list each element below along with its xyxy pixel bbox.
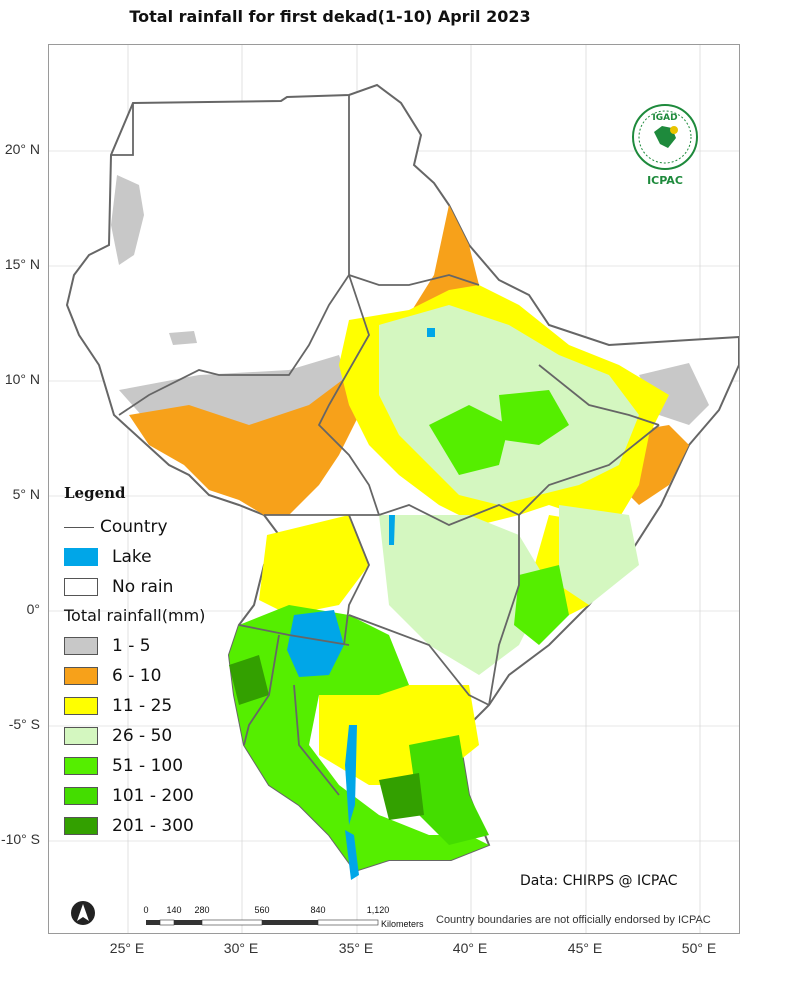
scale-label: 0 [143, 905, 149, 915]
country-borders [111, 95, 660, 796]
lat-label: -10° S [0, 831, 40, 847]
legend-class-label: 6 - 10 [112, 666, 162, 686]
lat-label: 0° [26, 601, 40, 617]
scale-label: 140 [166, 905, 182, 915]
lake-malawi [345, 830, 359, 880]
legend-class-swatch [64, 787, 98, 805]
legend-country: Country [64, 512, 234, 542]
legend-class-row: 26 - 50 [64, 721, 234, 751]
legend-class-row: 1 - 5 [64, 631, 234, 661]
legend-class-row: 101 - 200 [64, 781, 234, 811]
legend-class-row: 201 - 300 [64, 811, 234, 841]
icpac-logo: IGAD ICPAC [628, 104, 702, 190]
legend-class-row: 6 - 10 [64, 661, 234, 691]
zone-1-5 [169, 331, 197, 345]
scale-unit: Kilometers [381, 919, 424, 929]
scale-label: 1,120 [366, 905, 390, 915]
zone-6-10 [129, 205, 479, 515]
legend-class-label: 101 - 200 [112, 786, 194, 806]
lon-label: 40° E [452, 940, 488, 956]
legend-class-label: 51 - 100 [112, 756, 184, 776]
legend-class-swatch [64, 637, 98, 655]
legend-class-label: 201 - 300 [112, 816, 194, 836]
logo-top-text: IGAD [652, 113, 677, 123]
zone-11-25 [259, 515, 369, 615]
zone-101-200 [409, 735, 489, 845]
data-credit: Data: CHIRPS @ ICPAC [520, 873, 678, 889]
map-title: Total rainfall for first dekad(1-10) Apr… [129, 7, 531, 26]
scale-label: 840 [310, 905, 326, 915]
zone-51-100 [429, 405, 509, 475]
legend-class-row: 11 - 25 [64, 691, 234, 721]
lon-label: 35° E [338, 940, 374, 956]
lat-label: 15° N [4, 256, 40, 272]
zone-51-100 [229, 605, 489, 871]
zone-26-50 [379, 515, 549, 675]
legend-class-label: 11 - 25 [112, 696, 173, 716]
legend: Legend Country Lake No rain Total rainfa… [64, 484, 234, 841]
legend-lake-label: Lake [112, 547, 152, 567]
legend-no-rain-label: No rain [112, 577, 174, 597]
logo-bottom-text: ICPAC [647, 174, 683, 187]
legend-no-rain: No rain [64, 572, 234, 602]
zone-201-300 [379, 773, 424, 820]
legend-country-label: Country [100, 517, 168, 537]
legend-class-swatch [64, 757, 98, 775]
zone-51-100 [499, 390, 569, 445]
legend-lake: Lake [64, 542, 234, 572]
country-line-symbol [64, 526, 94, 528]
lon-label: 45° E [567, 940, 603, 956]
lat-label: -5° S [8, 716, 40, 732]
scale-label: 280 [194, 905, 210, 915]
legend-class-swatch [64, 817, 98, 835]
lake-victoria [287, 610, 344, 677]
lat-label: 10° N [4, 371, 40, 387]
legend-class-label: 1 - 5 [112, 636, 151, 656]
legend-class-swatch [64, 727, 98, 745]
lon-label: 50° E [681, 940, 717, 956]
legend-class-row: 51 - 100 [64, 751, 234, 781]
legend-class-swatch [64, 697, 98, 715]
map-frame [48, 44, 740, 934]
zone-26-50 [559, 505, 639, 605]
lat-label: 5° N [12, 486, 40, 502]
zone-1-5 [111, 175, 144, 265]
legend-title: Legend [64, 484, 126, 502]
zone-201-300 [229, 655, 269, 705]
legend-class-label: 26 - 50 [112, 726, 173, 746]
lake-turkana [389, 515, 395, 545]
zone-51-100 [514, 565, 569, 645]
lake-tana [427, 328, 435, 337]
lon-label: 30° E [223, 940, 259, 956]
scale-label: 560 [254, 905, 270, 915]
legend-class-swatch [64, 667, 98, 685]
lake-tanganyika [345, 725, 357, 825]
lat-label: 20° N [4, 141, 40, 157]
legend-rainfall-title: Total rainfall(mm) [64, 606, 206, 625]
disclaimer: Country boundaries are not officially en… [436, 914, 711, 926]
rainfall-map [49, 45, 739, 933]
lake-swatch [64, 548, 98, 566]
legend-classes: 1 - 5 6 - 10 11 - 25 26 - 50 51 - 100 101 - 2… [64, 631, 234, 841]
no-rain-swatch [64, 578, 98, 596]
north-arrow-icon [70, 900, 96, 926]
scale-bar: 0 140 280 560 840 1,120 Kilometers [128, 905, 438, 931]
lon-label: 25° E [109, 940, 145, 956]
